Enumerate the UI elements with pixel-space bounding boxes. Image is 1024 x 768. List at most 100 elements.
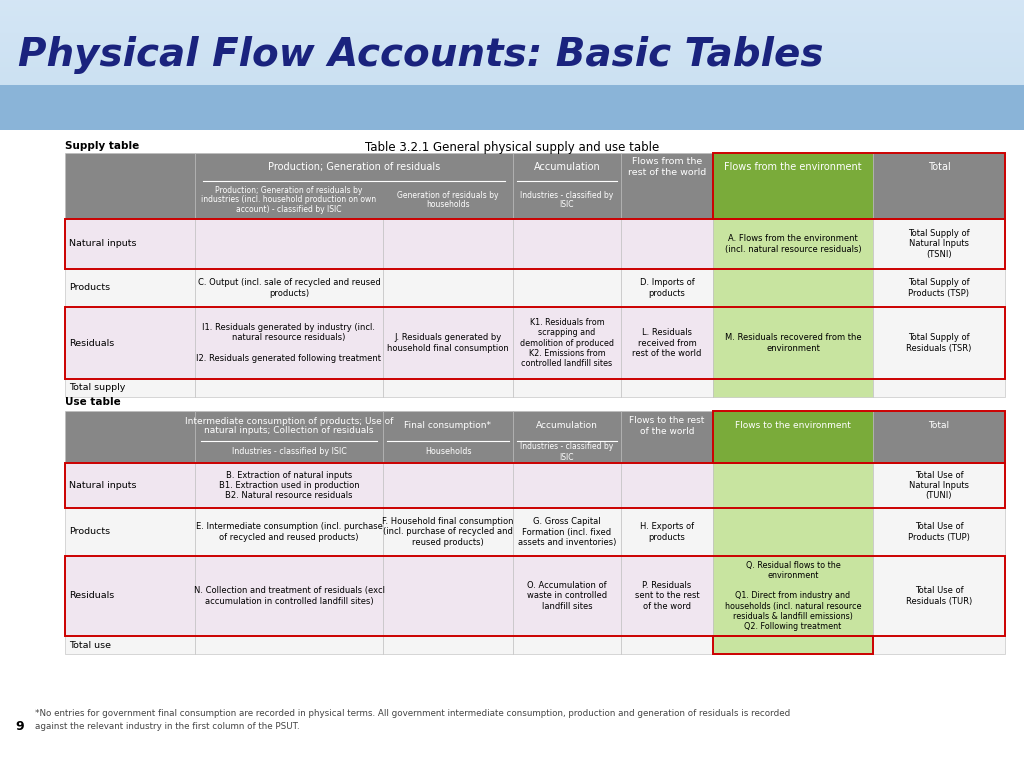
Bar [195,307,383,379]
Bar [0,8,1024,9]
Bar [0,79,1024,80]
Bar [383,269,513,307]
Text: N. Collection and treatment of residuals (excl
accumulation in controlled landfi: N. Collection and treatment of residuals… [194,587,384,605]
Bar [195,153,513,219]
Bar [0,116,1024,117]
Bar [0,120,1024,121]
Bar [383,463,513,508]
Text: 9: 9 [15,720,24,733]
Text: Industries - classified by
ISIC: Industries - classified by ISIC [520,190,613,210]
Bar [0,84,1024,85]
Bar [0,20,1024,21]
Bar [0,76,1024,77]
Bar [713,153,1005,219]
Bar [621,307,713,379]
Bar [0,52,1024,53]
Bar [0,31,1024,32]
Bar [873,556,1005,636]
Text: Total Use of
Residuals (TUR): Total Use of Residuals (TUR) [906,587,972,605]
Bar [0,45,1024,46]
Text: C. Output (incl. sale of recycled and reused
products): C. Output (incl. sale of recycled and re… [198,279,380,297]
Text: Total supply: Total supply [69,383,125,392]
Bar [195,411,383,463]
Bar [873,463,1005,508]
Bar [513,636,621,654]
Bar [0,114,1024,115]
Bar [0,9,1024,10]
Bar [0,21,1024,22]
Bar [0,65,1024,66]
Bar [195,636,383,654]
Bar [65,379,195,397]
Bar [0,71,1024,72]
Bar [0,126,1024,127]
Bar [0,37,1024,38]
Text: Total Use of
Natural Inputs
(TUNI): Total Use of Natural Inputs (TUNI) [909,471,969,500]
Text: Production; Generation of residuals by
industries (incl. household production on: Production; Generation of residuals by i… [202,186,377,214]
Bar [0,69,1024,70]
Bar [0,124,1024,125]
Text: Total: Total [928,162,950,172]
Bar [0,54,1024,55]
Text: L. Residuals
received from
rest of the world: L. Residuals received from rest of the w… [632,329,701,358]
Bar [0,61,1024,62]
Text: O. Accumulation of
waste in controlled
landfill sites: O. Accumulation of waste in controlled l… [527,581,607,611]
Bar [0,64,1024,65]
Text: A. Flows from the environment
(incl. natural resource residuals): A. Flows from the environment (incl. nat… [725,234,861,253]
Bar [0,107,1024,108]
Bar [0,18,1024,19]
Bar [0,83,1024,84]
Text: Products: Products [69,283,111,293]
Bar [0,101,1024,102]
Text: Flows to the rest
of the world: Flows to the rest of the world [630,416,705,435]
Text: Accumulation: Accumulation [536,422,598,431]
Bar [0,22,1024,23]
Bar [0,67,1024,68]
Bar [621,556,713,636]
Bar [513,269,621,307]
Bar [0,104,1024,105]
Text: Flows from the
rest of the world: Flows from the rest of the world [628,157,707,177]
Bar [0,30,1024,31]
Bar [0,89,1024,90]
Bar [513,153,621,219]
Bar [0,68,1024,69]
Bar [0,75,1024,76]
Bar [0,85,1024,86]
Bar [621,269,713,307]
Bar [0,55,1024,56]
Text: E. Intermediate consumption (incl. purchase
of recycled and reused products): E. Intermediate consumption (incl. purch… [196,522,382,541]
Text: Flows from the environment: Flows from the environment [724,162,862,172]
Bar [383,379,513,397]
Bar [0,0,1024,1]
Bar [713,556,873,636]
Bar [0,63,1024,64]
Bar [873,379,1005,397]
Bar [195,219,383,269]
Text: Residuals: Residuals [69,591,115,601]
Bar [0,70,1024,71]
Bar [713,269,873,307]
Text: Q. Residual flows to the
environment

Q1. Direct from industry and
households (i: Q. Residual flows to the environment Q1.… [725,561,861,631]
Bar [0,50,1024,51]
Bar [0,77,1024,78]
Bar [513,379,621,397]
Bar [513,508,621,556]
Text: Intermediate consumption of products; Use of
natural inputs; Collection of resid: Intermediate consumption of products; Us… [184,417,393,435]
Text: Total Use of
Products (TUP): Total Use of Products (TUP) [908,522,970,541]
Bar [0,90,1024,91]
Text: H. Exports of
products: H. Exports of products [640,522,694,541]
Text: Table 3.2.1 General physical supply and use table: Table 3.2.1 General physical supply and … [365,141,659,154]
Bar [0,82,1024,83]
Bar [0,108,1024,109]
Text: I1. Residuals generated by industry (incl.
natural resource residuals)

I2. Resi: I1. Residuals generated by industry (inc… [197,323,382,362]
Text: Natural inputs: Natural inputs [69,481,136,490]
Bar [0,62,1024,63]
Bar [0,125,1024,126]
Bar [0,33,1024,34]
Bar [0,110,1024,111]
Text: Total: Total [929,422,949,431]
Text: Production; Generation of residuals: Production; Generation of residuals [268,162,440,172]
Bar [65,636,195,654]
Bar [65,219,1005,269]
